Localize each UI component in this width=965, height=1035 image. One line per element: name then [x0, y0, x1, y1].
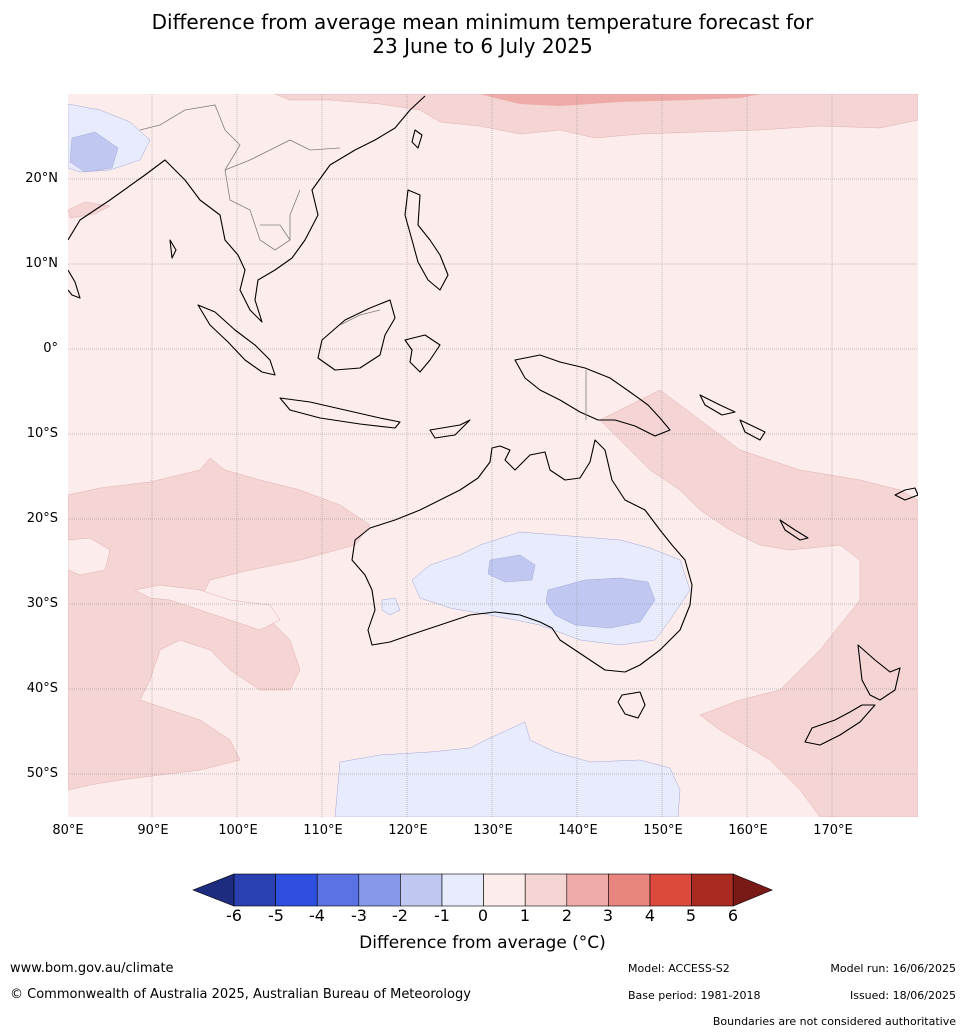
copyright-text: © Commonwealth of Australia 2025, Austra… [10, 987, 471, 1002]
colorbar-swatch [358, 873, 401, 907]
lon-label-140e: 140°E [558, 823, 598, 838]
lon-label-120e: 120°E [388, 823, 428, 838]
graticule [68, 94, 918, 817]
colorbar-extend-high [732, 873, 773, 907]
coastlines [68, 95, 918, 746]
colorbar-swatch [483, 873, 526, 907]
base-period-text: Base period: 1981-2018 [628, 989, 761, 1002]
new-zealand-coastline [857, 644, 901, 701]
lon-label-130e: 130°E [473, 823, 513, 838]
title-line-1: Difference from average mean minimum tem… [151, 10, 814, 34]
colorbar-swatch [316, 873, 360, 907]
lat-label-50s: 50°S [26, 766, 58, 781]
colorbar-swatch [608, 873, 651, 907]
colorbar-tick-neg1: -1 [434, 906, 450, 925]
colorbar-title: Difference from average (°C) [359, 933, 606, 953]
colorbar-swatch [233, 873, 276, 907]
colorbar-tick-neg4: -4 [309, 906, 325, 925]
colorbar-swatch [566, 873, 609, 907]
lon-label-110e: 110°E [303, 823, 343, 838]
lon-label-150e: 150°E [643, 823, 683, 838]
colorbar-swatch [524, 873, 568, 907]
lon-label-80e: 80°E [52, 823, 84, 838]
lat-label-20n: 20°N [25, 171, 58, 186]
tasmania-coastline [617, 691, 646, 719]
colorbar-tick-0: 0 [477, 906, 489, 925]
lat-label-20s: 20°S [26, 511, 58, 526]
colorbar-tick-5: 5 [685, 906, 697, 925]
borneo-coastline [317, 299, 396, 371]
colorbar-tick-1: 1 [519, 906, 531, 925]
forecast-map [68, 94, 918, 817]
anomaly-1-to-2-regions [68, 94, 918, 817]
colorbar-tick-neg6: -6 [226, 906, 242, 925]
lon-label-90e: 90°E [137, 823, 169, 838]
colorbar-tick-4: 4 [644, 906, 656, 925]
country-borders [139, 104, 587, 420]
colorbar-tick-6: 6 [727, 906, 739, 925]
colorbar-swatch [691, 873, 734, 907]
model-run-text: Model run: 16/06/2025 [830, 962, 956, 975]
lat-label-10n: 10°N [25, 256, 58, 271]
lon-label-100e: 100°E [218, 823, 258, 838]
anomaly-2-to-3-region [480, 94, 760, 106]
colorbar-swatch [441, 873, 484, 907]
issued-text: Issued: 18/06/2025 [849, 989, 956, 1002]
colorbar-swatch [275, 873, 318, 907]
model-text: Model: ACCESS-S2 [628, 962, 730, 975]
map-title: Difference from average mean minimum tem… [0, 10, 965, 58]
australia-coastline [351, 439, 693, 673]
colorbar-tick-neg3: -3 [351, 906, 367, 925]
colorbar-tick-neg2: -2 [392, 906, 408, 925]
colorbar-swatch [400, 873, 443, 907]
disclaimer-text: Boundaries are not considered authoritat… [712, 1015, 956, 1028]
lat-label-10s: 10°S [26, 426, 58, 441]
java-coastline [279, 397, 401, 429]
colorbar-swatch [649, 873, 692, 907]
website-link[interactable]: www.bom.gov.au/climate [10, 961, 174, 976]
title-line-2: 23 June to 6 July 2025 [372, 34, 593, 58]
anomaly-negative-regions [68, 103, 691, 817]
lon-label-160e: 160°E [728, 823, 768, 838]
lat-label-30s: 30°S [26, 596, 58, 611]
colorbar-tick-3: 3 [602, 906, 614, 925]
colorbar-tick-2: 2 [561, 906, 573, 925]
colorbar-tick-neg5: -5 [268, 906, 284, 925]
colorbar-extend-low [192, 873, 235, 907]
lat-label-0: 0° [43, 341, 58, 356]
sumatra-coastline [197, 304, 276, 376]
lat-label-40s: 40°S [26, 681, 58, 696]
mainland-asia-coastline [68, 95, 426, 323]
new-guinea-coastline [514, 354, 671, 437]
lon-label-170e: 170°E [813, 823, 853, 838]
